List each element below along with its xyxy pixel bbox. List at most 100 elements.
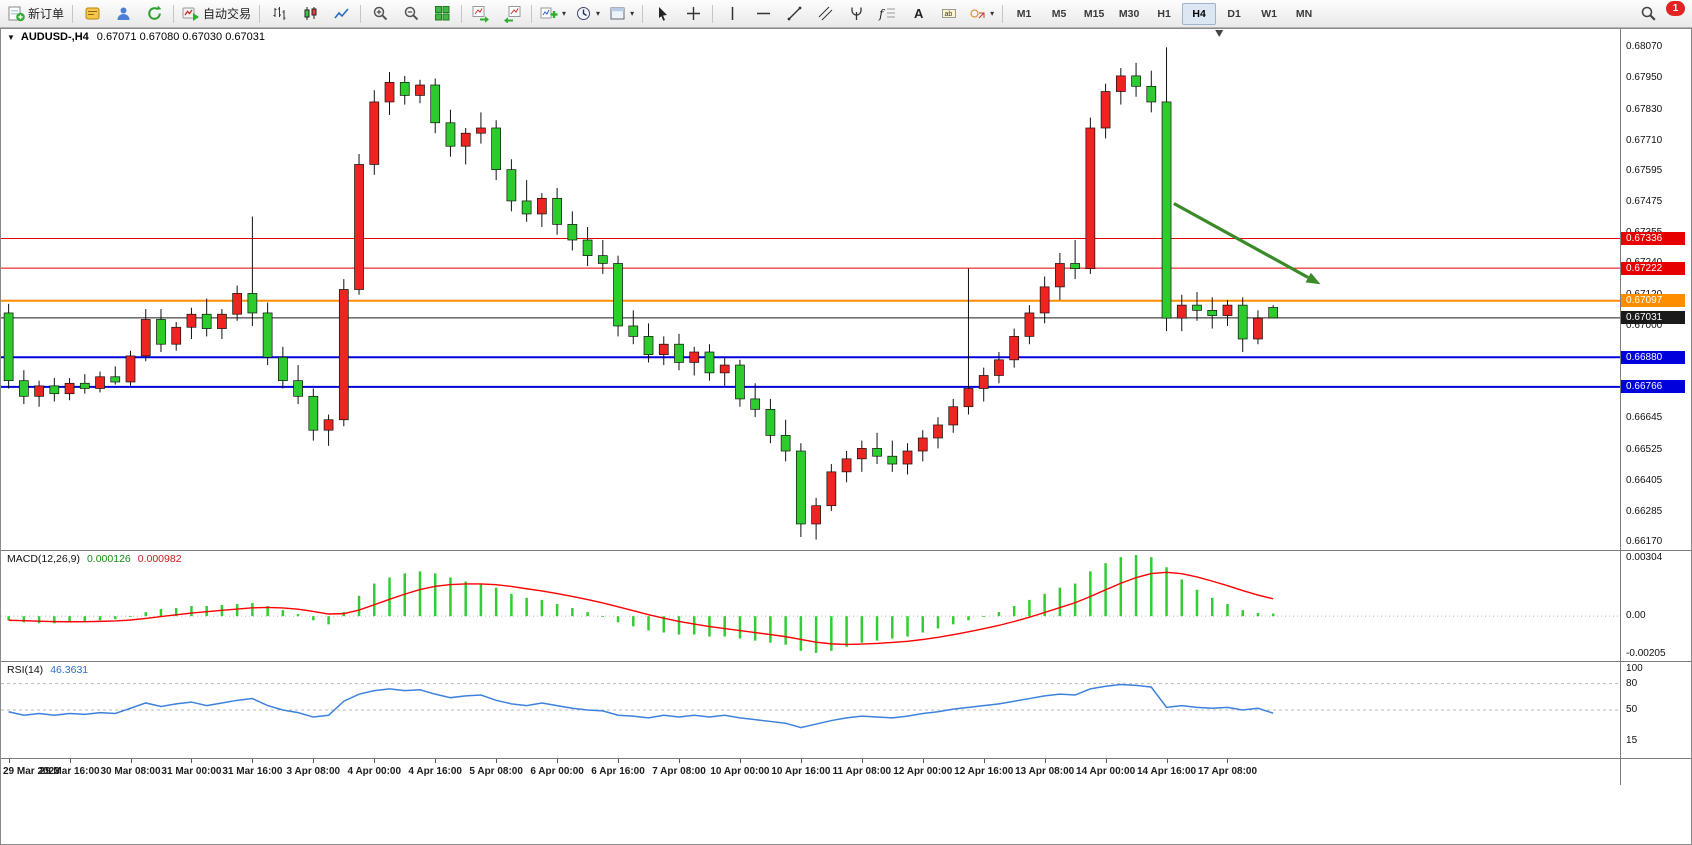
bar-chart-button[interactable]: [264, 2, 294, 26]
timeframe-m5-button[interactable]: M5: [1051, 7, 1067, 20]
macd-histogram-bar: [1012, 606, 1016, 617]
candle-body: [1146, 85, 1157, 103]
time-axis-tick: [800, 759, 802, 763]
time-axis-tick: [130, 759, 132, 763]
macd-name: MACD(12,26,9): [7, 553, 80, 565]
template-icon: [609, 5, 626, 22]
macd-histogram-bar: [784, 616, 787, 645]
chevron-down-icon: ▾: [990, 9, 995, 18]
candle-body: [19, 380, 29, 397]
zoom-in-button[interactable]: [365, 2, 395, 26]
rsi-axis-label: 80: [1626, 677, 1638, 689]
candle-body: [1115, 75, 1126, 92]
candle-body: [506, 169, 517, 202]
macd-histogram-bar: [357, 595, 361, 617]
price-axis-label: 0.67710: [1626, 135, 1663, 146]
time-axis-tick: [983, 759, 985, 763]
templates-button[interactable]: ▾: [605, 2, 638, 26]
candlestick-chart: [1, 30, 1621, 540]
line-chart-button[interactable]: [326, 2, 356, 26]
ohlc-quote: 0.67071 0.67080 0.67030 0.67031: [96, 31, 265, 43]
timeframe-h4-button[interactable]: H4: [1182, 2, 1217, 25]
fibonacci-button[interactable]: f: [872, 2, 902, 26]
timeframe-d1-button[interactable]: D1: [1227, 7, 1241, 20]
macd-label-row: MACD(12,26,9) 0.000126 0.000982: [7, 553, 182, 565]
timeframe-h1-button[interactable]: H1: [1157, 7, 1171, 20]
text-button[interactable]: A: [903, 2, 933, 26]
one-click-trading-toggle[interactable]: ▼: [7, 32, 15, 42]
time-axis-label: 12 Apr 16:00: [954, 766, 1014, 777]
label-icon: ab: [941, 5, 958, 22]
chart-shift-button[interactable]: [497, 2, 527, 26]
macd-histogram-bar: [1256, 612, 1260, 617]
macd-histogram-bar: [1028, 599, 1031, 617]
candlestick-chart-button[interactable]: [295, 2, 325, 26]
candle-body: [278, 356, 288, 382]
candle-body: [537, 197, 547, 215]
price-chart-plot[interactable]: ▼ AUDUSD-,H4 0.67071 0.67080 0.67030 0.6…: [1, 29, 1621, 550]
timeframe-w1-button[interactable]: W1: [1261, 7, 1277, 20]
candle-body: [308, 395, 319, 431]
time-axis-label: 30 Mar 08:00: [100, 766, 161, 777]
refresh-button[interactable]: [139, 2, 169, 26]
macd-hist-value: 0.000126: [86, 553, 131, 565]
candle-body: [34, 385, 44, 397]
macd-histogram-bar: [982, 616, 985, 617]
price-tag: 0.67336: [1621, 231, 1686, 245]
macd-histogram-bar: [677, 616, 681, 635]
tile-windows-button[interactable]: [427, 2, 457, 26]
auto-scroll-button[interactable]: [466, 2, 496, 26]
vertical-line-button[interactable]: [717, 2, 747, 26]
candle-body: [963, 388, 974, 408]
new-order-icon: [8, 5, 25, 22]
time-axis: 29 Mar 2023 29 Mar 16:00 30 Mar 08:00 31 Ma…: [1, 758, 1691, 785]
macd-histogram-bar: [1134, 555, 1138, 617]
shapes-button[interactable]: ▾: [965, 2, 998, 26]
periods-button[interactable]: ▾: [571, 2, 604, 26]
horizontal-line-button[interactable]: [748, 2, 778, 26]
autoscroll-icon: [472, 5, 490, 23]
macd-histogram-bar: [388, 577, 391, 617]
candle-body: [79, 382, 90, 389]
search-button[interactable]: [1633, 2, 1663, 26]
svg-text:f: f: [878, 7, 886, 21]
candle-body: [1237, 304, 1248, 340]
macd-histogram-bar: [479, 583, 483, 617]
price-tag: 0.67031: [1621, 311, 1686, 325]
zoomout-icon: [403, 5, 420, 22]
community-button[interactable]: [108, 2, 138, 26]
pitchfork-button[interactable]: [841, 2, 871, 26]
time-axis-labels[interactable]: 29 Mar 2023 29 Mar 16:00 30 Mar 08:00 31 Ma…: [1, 759, 1620, 785]
trendline-button[interactable]: [779, 2, 809, 26]
notification-badge[interactable]: 1: [1666, 1, 1685, 16]
candle-body: [933, 424, 943, 439]
cursor-button[interactable]: [647, 2, 677, 26]
price-axis-label: 0.67475: [1626, 196, 1663, 208]
metaeditor-button[interactable]: [77, 2, 107, 26]
indicators-button[interactable]: ▾: [536, 2, 570, 26]
candle-body: [1207, 309, 1218, 316]
timeframe-m1-button[interactable]: M1: [1016, 7, 1032, 20]
trendline-icon: [786, 5, 803, 22]
macd-histogram-bar: [1165, 567, 1168, 617]
zoom-out-button[interactable]: [396, 2, 426, 26]
auto-trading-button[interactable]: 自动交易: [178, 2, 255, 26]
new-order-button[interactable]: 新订单: [4, 2, 68, 26]
macd-histogram-bar: [235, 603, 239, 617]
text-label-button[interactable]: ab: [934, 2, 964, 26]
macd-histogram-bar: [845, 616, 848, 647]
crosshair-button[interactable]: [678, 2, 708, 26]
rsi-plot[interactable]: RSI(14) 46.3631: [1, 662, 1621, 758]
candle-body: [201, 313, 212, 329]
macd-plot[interactable]: MACD(12,26,9) 0.000126 0.000982: [1, 551, 1621, 661]
timeframe-m30-button[interactable]: M30: [1118, 7, 1140, 20]
time-axis-label: 29 Mar 16:00: [39, 766, 100, 777]
candle-body: [430, 84, 441, 124]
timeframe-mn-button[interactable]: MN: [1295, 7, 1313, 20]
macd-histogram-bar: [144, 612, 147, 617]
time-axis-label: 7 Apr 08:00: [652, 766, 706, 777]
chevron-down-icon: ▾: [630, 9, 635, 18]
channel-button[interactable]: [810, 2, 840, 26]
timeframe-m15-button[interactable]: M15: [1083, 7, 1105, 20]
macd-chart: [1, 555, 1621, 653]
